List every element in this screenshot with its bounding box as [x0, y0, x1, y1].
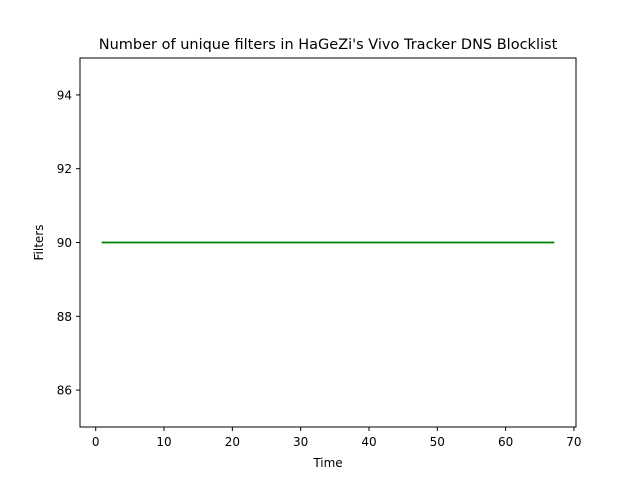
x-tick-label: 60	[498, 435, 513, 449]
y-axis-label: Filters	[32, 225, 46, 261]
x-tick-label: 40	[361, 435, 376, 449]
y-tick-label: 90	[57, 236, 72, 250]
tick-layer: 0 10 20 30 40 50 60 70 86 88 90 92 94	[57, 88, 582, 449]
x-tick-label: 50	[430, 435, 445, 449]
y-tick-label: 88	[57, 310, 72, 324]
x-tick-label: 70	[566, 435, 581, 449]
x-tick-label: 20	[225, 435, 240, 449]
x-axis-label: Time	[312, 456, 342, 470]
y-tick-label: 86	[57, 384, 72, 398]
x-tick-label: 0	[92, 435, 100, 449]
y-tick-label: 92	[57, 162, 72, 176]
x-tick-label: 30	[293, 435, 308, 449]
chart-title: Number of unique filters in HaGeZi's Viv…	[99, 37, 558, 53]
y-tick-label: 94	[57, 88, 72, 102]
x-tick-label: 10	[156, 435, 171, 449]
